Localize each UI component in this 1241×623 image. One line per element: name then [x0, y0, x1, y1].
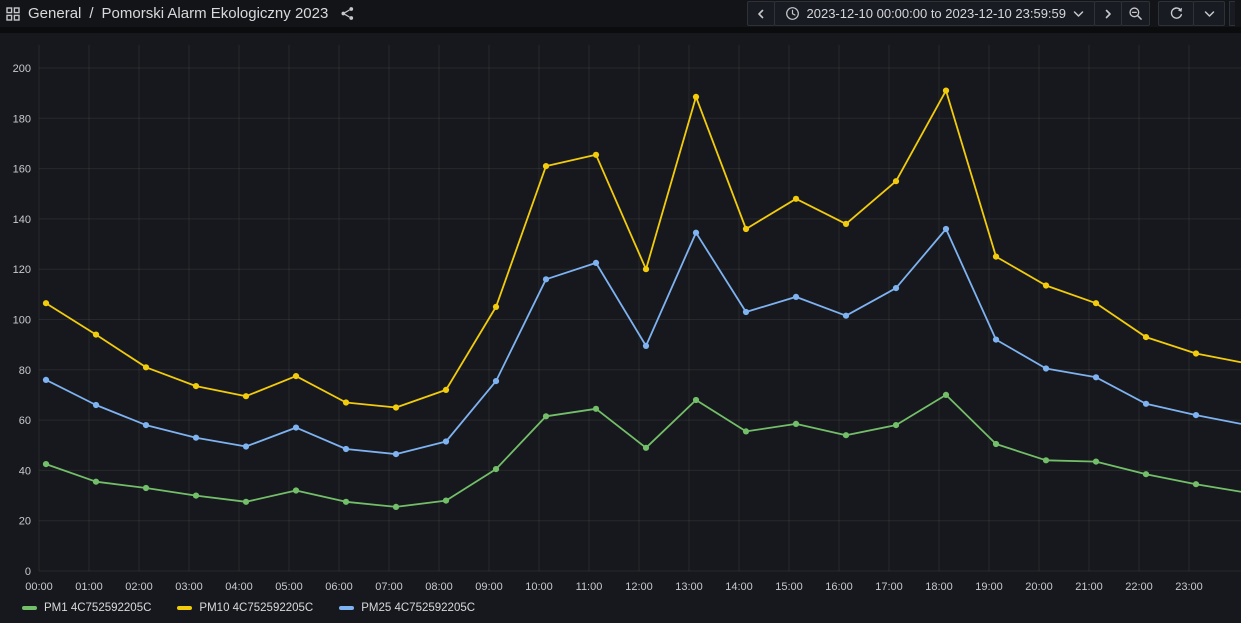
legend-label-pm1: PM1 4C752592205C	[44, 602, 152, 614]
svg-text:23:00: 23:00	[1175, 581, 1203, 593]
svg-text:07:00: 07:00	[375, 581, 403, 593]
svg-text:18:00: 18:00	[925, 581, 953, 593]
x-axis-labels: 00:00 01:00 02:00 03:00 04:00 05:00 06:00 07:00…	[25, 581, 1203, 593]
time-series-chart[interactable]: 0 20 40 60 80 100 120 140 160 180 200 00:00 01:00 02:…	[0, 33, 1241, 595]
chevron-down-icon	[1204, 10, 1215, 18]
series-pm25	[42, 225, 1241, 458]
chevron-down-icon	[1073, 10, 1084, 18]
svg-text:200: 200	[13, 63, 31, 75]
breadcrumb-separator: /	[89, 5, 94, 22]
breadcrumb-current[interactable]: Pomorski Alarm Ekologiczny 2023	[101, 5, 329, 22]
dashboard-header: General / Pomorski Alarm Ekologiczny 202…	[0, 0, 1241, 27]
legend-item-pm25[interactable]: PM25 4C752592205C	[339, 602, 475, 614]
svg-text:100: 100	[13, 315, 31, 327]
svg-text:0: 0	[25, 566, 31, 578]
svg-text:40: 40	[19, 465, 31, 477]
svg-text:13:00: 13:00	[675, 581, 703, 593]
svg-text:160: 160	[13, 164, 31, 176]
refresh-button[interactable]	[1158, 1, 1194, 26]
breadcrumb: General / Pomorski Alarm Ekologiczny 202…	[6, 5, 355, 22]
svg-text:21:00: 21:00	[1075, 581, 1103, 593]
legend-label-pm10: PM10 4C752592205C	[199, 602, 314, 614]
svg-text:140: 140	[13, 214, 31, 226]
refresh-interval-dropdown[interactable]	[1193, 1, 1225, 26]
svg-text:80: 80	[19, 365, 31, 377]
series-pm10	[42, 87, 1241, 411]
svg-text:05:00: 05:00	[275, 581, 303, 593]
clock-icon	[785, 6, 800, 21]
legend-item-pm1[interactable]: PM1 4C752592205C	[22, 602, 151, 614]
time-back-button[interactable]	[746, 1, 775, 26]
svg-text:14:00: 14:00	[725, 581, 753, 593]
chart-legend: PM1 4C752592205C PM10 4C752592205C PM25 4C…	[22, 597, 475, 619]
legend-swatch-pm25	[339, 606, 355, 610]
zoom-out-icon	[1128, 6, 1143, 21]
series-pm1	[42, 391, 1241, 510]
svg-text:20:00: 20:00	[1025, 581, 1053, 593]
svg-text:60: 60	[19, 415, 31, 427]
svg-text:17:00: 17:00	[875, 581, 903, 593]
svg-text:09:00: 09:00	[475, 581, 503, 593]
legend-label-pm25: PM25 4C752592205C	[361, 602, 476, 614]
chevron-left-icon	[756, 9, 766, 19]
share-icon[interactable]	[340, 6, 355, 21]
svg-text:00:00: 00:00	[25, 581, 53, 593]
svg-text:08:00: 08:00	[425, 581, 453, 593]
svg-text:04:00: 04:00	[225, 581, 253, 593]
time-range-label: 2023-12-10 00:00:00 to 2023-12-10 23:59:…	[806, 6, 1067, 21]
svg-text:120: 120	[13, 264, 31, 276]
apps-grid-icon[interactable]	[6, 6, 20, 21]
svg-text:12:00: 12:00	[625, 581, 653, 593]
breadcrumb-root[interactable]: General	[28, 5, 82, 22]
legend-swatch-pm10	[177, 606, 193, 610]
time-forward-button[interactable]	[1094, 1, 1122, 26]
time-controls: 2023-12-10 00:00:00 to 2023-12-10 23:59:…	[746, 1, 1235, 26]
svg-text:180: 180	[13, 113, 31, 125]
time-range-picker[interactable]: 2023-12-10 00:00:00 to 2023-12-10 23:59:…	[773, 1, 1095, 26]
svg-text:16:00: 16:00	[825, 581, 853, 593]
svg-text:19:00: 19:00	[975, 581, 1003, 593]
svg-text:02:00: 02:00	[125, 581, 153, 593]
toolbar-edge-button[interactable]	[1229, 1, 1235, 26]
svg-text:10:00: 10:00	[525, 581, 553, 593]
zoom-out-button[interactable]	[1121, 1, 1150, 26]
grid-lines	[38, 45, 1241, 572]
svg-text:22:00: 22:00	[1125, 581, 1153, 593]
timeseries-panel: 0 20 40 60 80 100 120 140 160 180 200 00:00 01:00 02:…	[0, 33, 1241, 623]
svg-text:20: 20	[19, 516, 31, 528]
refresh-icon	[1169, 6, 1184, 21]
legend-swatch-pm1	[22, 606, 37, 610]
svg-text:11:00: 11:00	[576, 581, 603, 593]
y-axis-labels: 0 20 40 60 80 100 120 140 160 180 200	[13, 63, 31, 578]
legend-item-pm10[interactable]: PM10 4C752592205C	[177, 602, 313, 614]
svg-text:01:00: 01:00	[75, 581, 103, 593]
svg-text:03:00: 03:00	[175, 581, 203, 593]
svg-text:06:00: 06:00	[325, 581, 353, 593]
svg-text:15:00: 15:00	[775, 581, 803, 593]
chevron-right-icon	[1103, 9, 1113, 19]
